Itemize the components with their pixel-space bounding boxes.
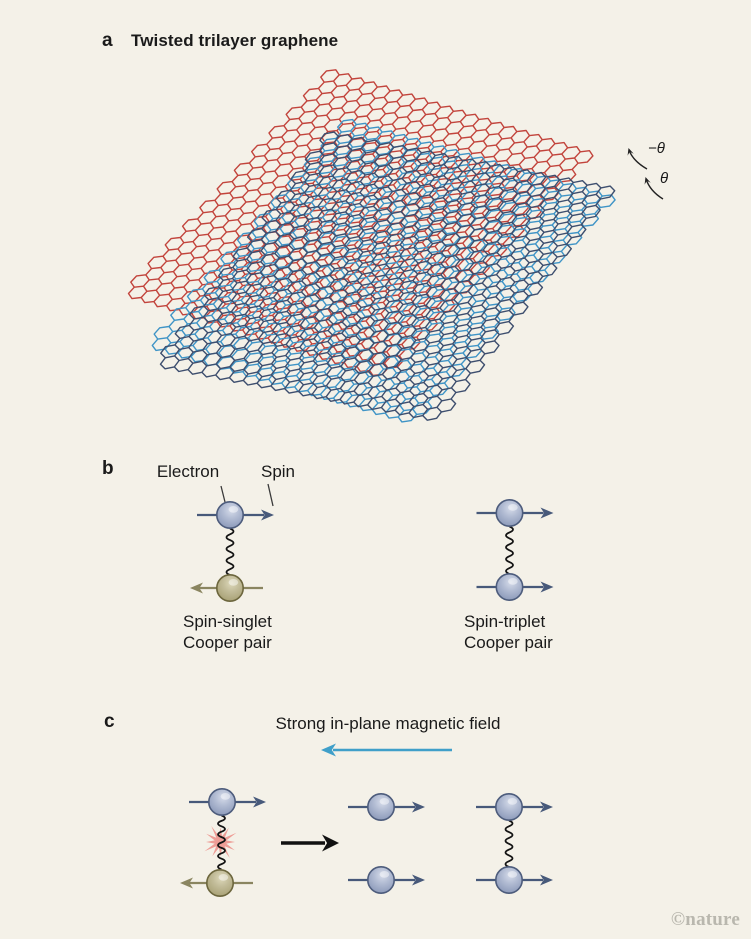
electron-with-spin-arrow <box>197 500 274 529</box>
electron-with-spin-arrow <box>348 865 425 894</box>
middle-layer-rotation-label: θ <box>660 170 669 187</box>
magnetic-field-label: Strong in-plane magnetic field <box>275 714 501 733</box>
electron-with-spin-arrow <box>348 792 425 821</box>
panel-b-label: b <box>102 458 114 479</box>
electron-with-spin-arrow <box>189 787 266 816</box>
electron-sphere-blue <box>495 572 524 601</box>
attraction-wavy-line <box>504 819 514 868</box>
panel-c-label: c <box>104 711 115 732</box>
panel-a-label: a <box>102 30 113 51</box>
panel-a-title: Twisted trilayer graphene <box>131 31 339 50</box>
spin-label: Spin <box>260 462 296 481</box>
electron-sphere-olive <box>206 868 235 897</box>
electron-with-spin-arrow <box>476 792 553 821</box>
lattice-layer-middle <box>159 131 616 421</box>
electron-sphere-blue <box>495 498 524 527</box>
electron-sphere-blue <box>366 792 395 821</box>
electron-sphere-olive <box>216 573 245 602</box>
graphene-lattice <box>127 69 616 423</box>
unpaired-electrons <box>348 792 425 894</box>
magnetic-field-arrow <box>321 743 452 757</box>
label-leader-lines <box>220 483 274 507</box>
electron-with-spin-arrow <box>180 868 253 897</box>
spin-singlet-pair <box>190 500 274 602</box>
top-layer-rotation-label: −θ <box>648 140 665 157</box>
spin-triplet-caption: Spin-triplet Cooper pair <box>464 612 553 652</box>
electron-sphere-blue <box>494 792 523 821</box>
electron-sphere-blue <box>366 865 395 894</box>
attraction-wavy-line <box>225 527 235 576</box>
broken-spin-singlet-pair <box>180 787 266 897</box>
electron-with-spin-arrow <box>476 498 554 527</box>
spin-triplet-pair <box>476 498 554 601</box>
rotation-angle-arrows <box>627 148 664 200</box>
electron-sphere-blue <box>494 865 523 894</box>
electron-with-spin-arrow <box>476 572 554 601</box>
attraction-wavy-line <box>217 814 226 871</box>
transition-arrow <box>281 834 339 852</box>
nature-watermark: ©nature <box>670 909 740 930</box>
electron-sphere-blue <box>208 787 237 816</box>
spin-triplet-pair-result <box>476 792 553 894</box>
electron-sphere-blue <box>216 500 245 529</box>
electron-with-spin-arrow <box>190 573 263 602</box>
electron-with-spin-arrow <box>476 865 553 894</box>
electron-label: Electron <box>156 462 220 481</box>
cooper-pair-diagrams <box>180 148 664 897</box>
spin-singlet-caption: Spin-singlet Cooper pair <box>183 612 272 652</box>
attraction-wavy-line <box>505 525 514 575</box>
